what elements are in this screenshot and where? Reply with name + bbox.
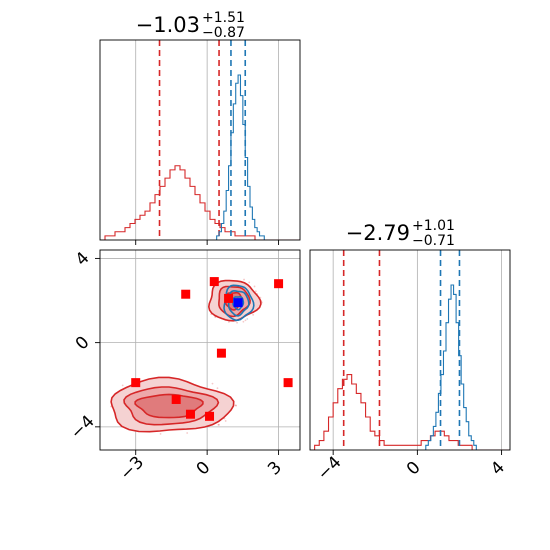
joint-marker-0-1 xyxy=(181,289,191,299)
joint-sample-0-0-59 xyxy=(234,404,237,407)
right-hist-series-1 xyxy=(425,284,477,450)
joint-sample-1-0-17 xyxy=(246,318,249,320)
joint-sample-0-1-44 xyxy=(228,321,230,323)
joint-sample-0-1-12 xyxy=(252,313,255,316)
joint-marker-0-9 xyxy=(283,378,293,388)
joint-sample-0-0-47 xyxy=(211,382,214,385)
title-param-1: −1.03 +1.51 −0.87 xyxy=(136,10,245,41)
joint-marker-1-0 xyxy=(233,298,243,308)
joint-y-label-1: 0 xyxy=(72,332,94,354)
joint-sample-0-1-39 xyxy=(254,290,257,293)
joint-y-label-0: −4 xyxy=(67,412,99,444)
joint-x-label-2: 3 xyxy=(264,458,286,480)
joint-sample-0-1-2 xyxy=(243,278,245,281)
joint-marker-0-3 xyxy=(274,279,284,289)
joint-marker-0-7 xyxy=(185,409,195,419)
joint-sample-0-0-48 xyxy=(217,423,220,426)
joint-x-label-0: −3 xyxy=(116,453,148,485)
joint-sample-0-1-57 xyxy=(248,281,251,284)
joint-marker-0-6 xyxy=(171,394,181,404)
panel-marginal-y: −4 0 4 xyxy=(309,249,511,485)
joint-sample-0-1-40 xyxy=(244,319,247,322)
title-1-main: −1.03 xyxy=(136,13,200,37)
joint-sample-0-0-49 xyxy=(218,423,220,426)
joint-contour-0-0-0 xyxy=(134,393,204,419)
joint-sample-0-1-28 xyxy=(236,321,238,324)
right-x-label-2: 4 xyxy=(487,458,509,480)
joint-sample-0-1-0 xyxy=(214,316,217,319)
joint-marker-0-5 xyxy=(131,378,141,388)
joint-sample-0-1-56 xyxy=(242,320,245,323)
joint-sample-0-0-57 xyxy=(121,384,124,387)
right-hist-series-0 xyxy=(310,374,510,450)
title-1-sup: +1.51 xyxy=(202,10,245,26)
right-x-label-1: 0 xyxy=(403,458,425,480)
joint-sample-0-0-20 xyxy=(159,433,162,435)
top-hist-series-0 xyxy=(100,165,300,240)
joint-sample-0-0-40 xyxy=(186,432,189,434)
joint-marker-0-0 xyxy=(209,277,219,287)
joint-sample-0-0-0 xyxy=(235,404,237,407)
joint-sample-0-1-9 xyxy=(253,285,256,288)
title-2-main: −2.79 xyxy=(346,221,410,245)
title-param-2: −2.79 +1.01 −0.71 xyxy=(346,218,455,249)
joint-content xyxy=(110,277,293,435)
joint-y-label-2: 4 xyxy=(72,248,94,270)
joint-marker-0-2 xyxy=(224,293,234,303)
joint-frame xyxy=(99,249,301,451)
right-x-label-0: −4 xyxy=(314,453,346,485)
joint-sample-0-0-41 xyxy=(216,387,219,390)
top-hist-series-1 xyxy=(216,74,265,240)
panel-joint: −3 0 3 −4 0 4 xyxy=(67,248,301,485)
title-2-sub: −0.71 xyxy=(412,233,455,249)
panel-marginal-x xyxy=(99,39,301,245)
joint-sample-0-0-14 xyxy=(224,420,227,422)
title-1-sub: −0.87 xyxy=(202,25,245,41)
top-frame xyxy=(99,39,301,241)
joint-marker-0-4 xyxy=(216,348,226,358)
right-frame xyxy=(309,249,511,451)
joint-x-label-1: 0 xyxy=(193,458,215,480)
joint-marker-0-8 xyxy=(205,411,215,421)
title-2-sup: +1.01 xyxy=(412,218,455,234)
